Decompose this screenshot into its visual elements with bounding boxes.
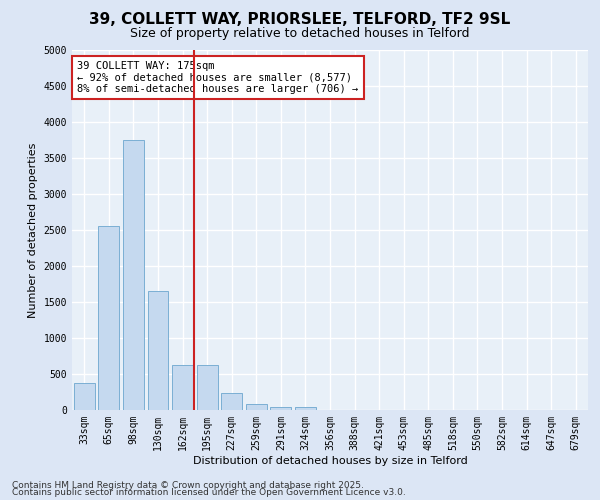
Bar <box>197 365 218 410</box>
X-axis label: Distribution of detached houses by size in Telford: Distribution of detached houses by size … <box>193 456 467 466</box>
Bar <box>123 140 144 410</box>
Text: 39 COLLETT WAY: 175sqm
← 92% of detached houses are smaller (8,577)
8% of semi-d: 39 COLLETT WAY: 175sqm ← 92% of detached… <box>77 61 358 94</box>
Bar <box>295 408 316 410</box>
Bar <box>148 291 169 410</box>
Bar <box>172 365 193 410</box>
Bar <box>221 394 242 410</box>
Text: Contains HM Land Registry data © Crown copyright and database right 2025.: Contains HM Land Registry data © Crown c… <box>12 480 364 490</box>
Bar <box>246 404 267 410</box>
Bar <box>271 407 292 410</box>
Bar <box>74 383 95 410</box>
Text: Size of property relative to detached houses in Telford: Size of property relative to detached ho… <box>130 28 470 40</box>
Bar <box>98 226 119 410</box>
Y-axis label: Number of detached properties: Number of detached properties <box>28 142 38 318</box>
Text: Contains public sector information licensed under the Open Government Licence v3: Contains public sector information licen… <box>12 488 406 497</box>
Text: 39, COLLETT WAY, PRIORSLEE, TELFORD, TF2 9SL: 39, COLLETT WAY, PRIORSLEE, TELFORD, TF2… <box>89 12 511 28</box>
